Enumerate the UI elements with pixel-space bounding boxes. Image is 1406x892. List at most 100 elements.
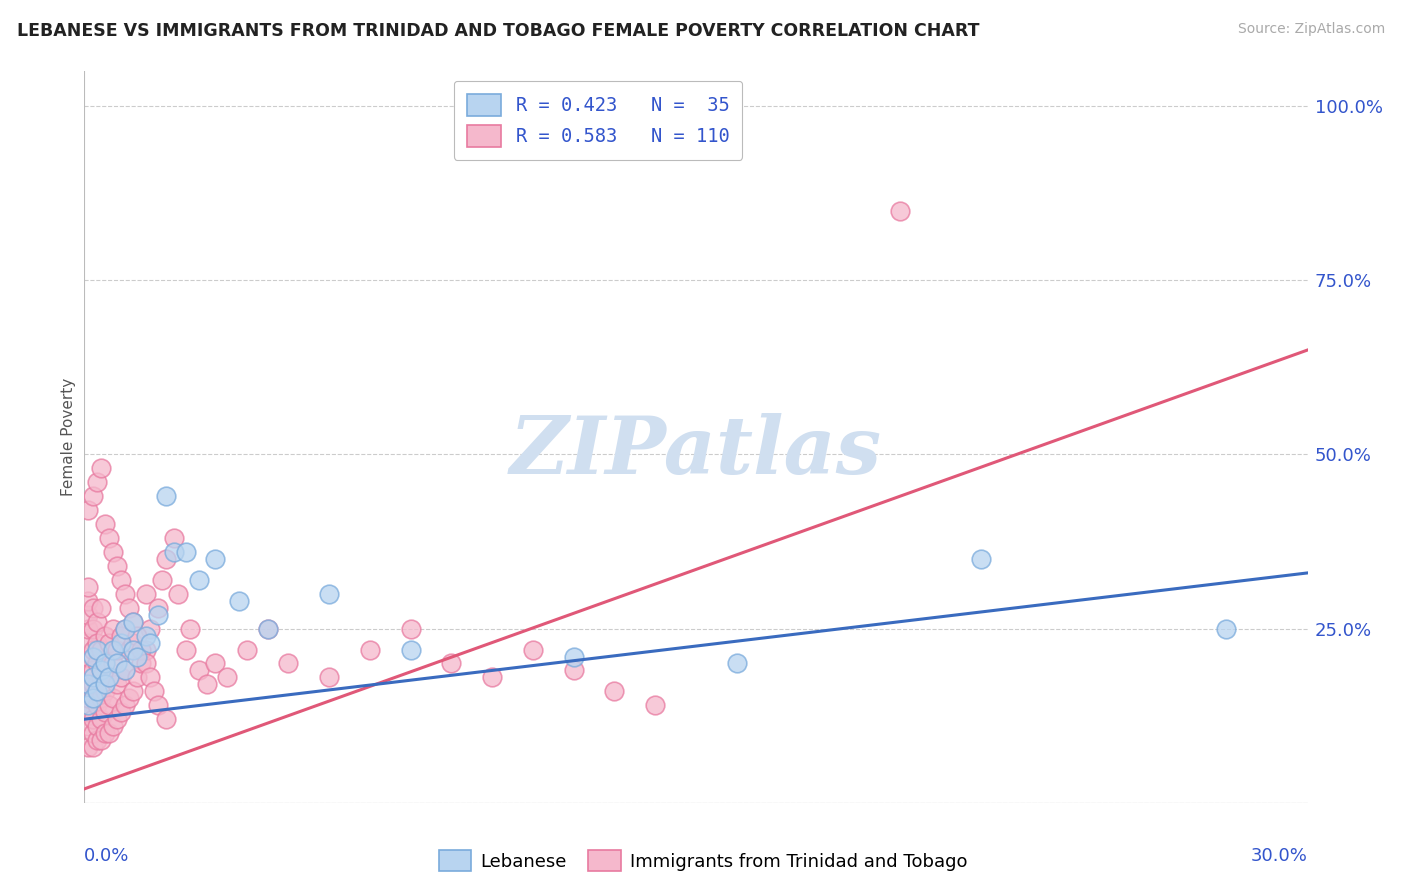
Point [86,642,108,657]
Text: ZIPatlas: ZIPatlas [510,413,882,491]
Point [90,461,112,475]
Point [82,600,104,615]
Point [114,622,136,636]
Legend: Lebanese, Immigrants from Trinidad and Tobago: Lebanese, Immigrants from Trinidad and T… [432,843,974,879]
Point [110,670,132,684]
Point [97,635,120,649]
Point [97,670,120,684]
Point [105,642,128,657]
Point [101,642,124,657]
Point [77,705,100,719]
Point [522,642,544,657]
Point [110,629,132,643]
Point [644,698,666,713]
Point [318,670,340,684]
Point [101,719,124,733]
Point [228,594,250,608]
Point [86,475,108,490]
Point [114,664,136,678]
Point [97,670,120,684]
Point [77,719,100,733]
Point [77,503,100,517]
Point [399,622,422,636]
Point [86,698,108,713]
Point [86,719,108,733]
Point [135,629,157,643]
Point [146,600,169,615]
Point [150,573,173,587]
Point [101,657,124,671]
Point [440,657,463,671]
Point [187,573,209,587]
Point [195,677,218,691]
Point [155,712,177,726]
Point [90,670,112,684]
Point [93,657,115,671]
Point [82,649,104,664]
Point [277,657,299,671]
Point [101,545,124,559]
Point [90,664,112,678]
Legend: R = 0.423   N =  35, R = 0.583   N = 110: R = 0.423 N = 35, R = 0.583 N = 110 [454,81,742,160]
Point [127,670,149,684]
Point [135,587,157,601]
Point [217,670,239,684]
Point [93,684,115,698]
Point [77,649,100,664]
Point [114,664,136,678]
Point [187,664,209,678]
Point [174,545,197,559]
Point [114,622,136,636]
Point [86,733,108,747]
Point [603,684,626,698]
Point [77,622,100,636]
Point [82,670,104,684]
Point [122,635,145,649]
Point [562,664,585,678]
Point [118,691,141,706]
Point [77,691,100,706]
Point [138,670,160,684]
Point [82,740,104,755]
Point [138,635,160,649]
Point [236,642,259,657]
Point [155,489,177,503]
Point [481,670,503,684]
Point [318,587,340,601]
Point [101,691,124,706]
Point [82,712,104,726]
Point [77,664,100,678]
Point [155,552,177,566]
Point [257,622,280,636]
Point [86,684,108,698]
Point [122,642,145,657]
Point [97,531,120,545]
Point [93,517,115,532]
Text: Source: ZipAtlas.com: Source: ZipAtlas.com [1237,22,1385,37]
Point [105,712,128,726]
Point [75,677,97,691]
Point [204,657,226,671]
Point [110,635,132,649]
Y-axis label: Female Poverty: Female Poverty [60,378,76,496]
Point [90,600,112,615]
Point [86,615,108,629]
Point [101,622,124,636]
Point [90,691,112,706]
Point [82,622,104,636]
Point [77,740,100,755]
Point [257,622,280,636]
Point [135,642,157,657]
Point [399,642,422,657]
Point [163,545,186,559]
Point [110,705,132,719]
Point [138,622,160,636]
Point [122,615,145,629]
Point [359,642,381,657]
Point [93,657,115,671]
Point [77,594,100,608]
Point [562,649,585,664]
Point [135,657,157,671]
Point [110,573,132,587]
Point [97,698,120,713]
